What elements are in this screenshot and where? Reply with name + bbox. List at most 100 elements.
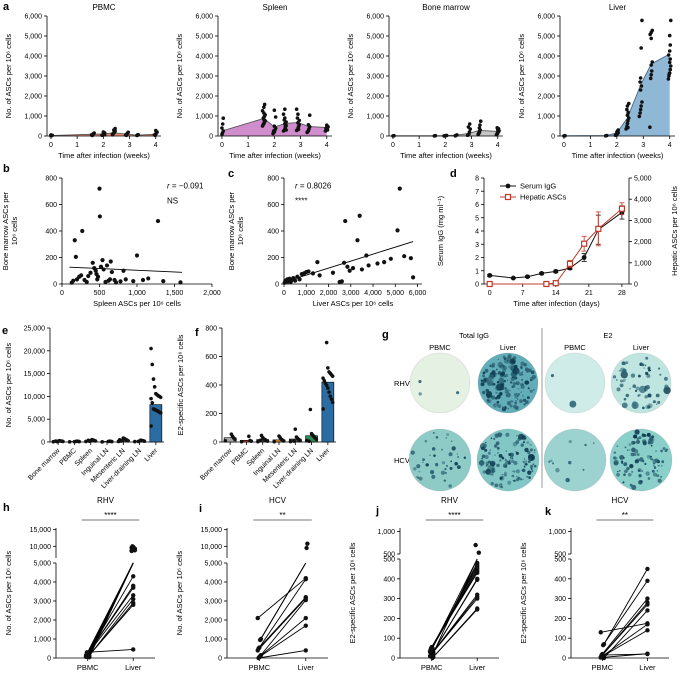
svg-text:600: 600 [45,202,57,209]
svg-text:3: 3 [470,142,474,149]
svg-text:1,000: 1,000 [366,114,384,121]
svg-text:3,000: 3,000 [634,218,652,225]
svg-text:2,000: 2,000 [634,239,652,246]
svg-text:15,000: 15,000 [30,527,52,534]
svg-text:2,000: 2,000 [537,94,555,101]
svg-text:Bone marrow: Bone marrow [422,3,470,12]
svg-text:Liver: Liver [639,663,656,672]
svg-text:2,000: 2,000 [33,618,51,625]
svg-text:4,000: 4,000 [366,54,384,61]
svg-text:0: 0 [218,656,222,663]
svg-text:1,000: 1,000 [128,290,146,297]
svg-text:25,000: 25,000 [24,326,46,333]
panel-label-d: d [450,168,457,180]
svg-text:No. of ASCs per 10⁶ cells: No. of ASCs per 10⁶ cells [4,551,13,636]
svg-text:6: 6 [475,202,479,209]
svg-text:300: 300 [554,596,566,603]
panel-a-spleen-chart: 0 1 2 3 4 0 1,000 2,000 3,000 4,000 5,000 6,000 Time… [171,0,342,168]
svg-text:No. of ASCs per 10⁶ cells: No. of ASCs per 10⁶ cells [175,34,184,119]
svg-text:HCV: HCV [394,456,410,465]
svg-text:4: 4 [496,142,500,149]
svg-text:Liver: Liver [125,663,142,672]
chart-svg-c: 0 1,000 2,000 3,000 4,000 5,000 6,000 0 200 400 60… [227,176,426,309]
svg-text:10,000: 10,000 [30,544,52,551]
svg-text:100: 100 [554,636,566,643]
svg-text:No. of ASCs per 10⁶ cells: No. of ASCs per 10⁶ cells [175,551,184,636]
svg-text:Time after infection (weeks): Time after infection (weeks) [229,151,321,160]
svg-text:NS: NS [167,196,178,205]
svg-text:1: 1 [417,142,421,149]
svg-text:r = −0.091: r = −0.091 [167,182,204,191]
svg-text:1: 1 [475,268,479,275]
svg-text:2: 2 [475,255,479,262]
svg-text:1,000: 1,000 [548,529,566,536]
svg-text:2: 2 [101,142,105,149]
svg-text:3,000: 3,000 [537,74,555,81]
svg-text:Serum IgG (mg ml⁻¹): Serum IgG (mg ml⁻¹) [436,195,445,266]
svg-text:No. of ASCs per 10⁶ cells: No. of ASCs per 10⁶ cells [517,34,526,119]
svg-text:6,000: 6,000 [24,14,42,21]
panel-b-scatter-chart: 0 500 1,000 1,500 2,000 0 200 400 600 800 Spleen A… [0,168,226,314]
svg-text:3,000: 3,000 [33,599,51,606]
svg-text:1,000: 1,000 [634,260,652,267]
svg-text:2: 2 [272,142,276,149]
svg-text:6,000: 6,000 [195,14,213,21]
panel-label-b: b [3,163,10,175]
svg-text:4,000: 4,000 [195,54,213,61]
svg-text:100: 100 [383,636,395,643]
svg-text:3: 3 [641,142,645,149]
svg-text:600: 600 [205,354,217,361]
svg-text:E2-specific ASCs per 10⁶ cells: E2-specific ASCs per 10⁶ cells [176,334,185,435]
svg-text:4: 4 [668,142,672,149]
svg-text:800: 800 [205,326,217,333]
svg-text:1: 1 [588,142,592,149]
svg-text:0: 0 [551,134,555,141]
svg-text:4,000: 4,000 [204,580,222,587]
svg-text:No. of ASCs per 10⁶ cells: No. of ASCs per 10⁶ cells [4,343,13,428]
svg-text:500: 500 [383,557,395,564]
svg-text:400: 400 [205,383,217,390]
svg-text:5,000: 5,000 [634,176,652,183]
panel-label-g: g [382,329,389,341]
panel-j-paired-chart: 0 100 200 300 400 500 500 1,000 E2-specific ASCs… [344,492,515,684]
svg-text:1,000: 1,000 [33,637,51,644]
panel-label-f: f [195,327,199,339]
svg-text:28: 28 [618,290,626,297]
svg-text:Total IgG: Total IgG [459,331,489,340]
svg-text:Bone marrow: Bone marrow [27,447,62,482]
panel-label-e: e [2,325,9,337]
svg-text:0: 0 [488,290,492,297]
svg-text:0: 0 [47,656,51,663]
svg-text:Liver ASCs per 10⁶ cells: Liver ASCs per 10⁶ cells [313,299,394,308]
svg-text:Liver: Liver [500,343,517,352]
svg-text:0: 0 [60,290,64,297]
svg-text:4,000: 4,000 [634,197,652,204]
svg-text:4: 4 [475,229,479,236]
panel-k-paired-chart: 0 100 200 300 400 500 500 1,000 E2-specific ASCs… [515,492,685,684]
svg-text:0: 0 [275,282,279,289]
svg-text:Bone marrow ASCs per: Bone marrow ASCs per [1,191,10,270]
svg-text:15,000: 15,000 [24,371,46,378]
panel-label-k: k [545,506,552,518]
svg-text:Liver: Liver [469,663,486,672]
svg-text:5,000: 5,000 [27,417,45,424]
svg-text:7: 7 [521,290,525,297]
svg-text:Liver: Liver [316,447,332,463]
panel-d-dual-axis-chart: 0 7 14 21 28 0 1 2 3 4 5 6 7 8 Time after infection (d… [432,168,685,314]
svg-text:****: **** [104,511,116,520]
svg-text:PBMC: PBMC [564,343,586,352]
svg-text:Spleen: Spleen [263,3,288,12]
svg-text:0: 0 [475,282,479,289]
svg-text:1,000: 1,000 [377,529,395,536]
svg-text:1,500: 1,500 [166,290,184,297]
svg-text:500: 500 [383,552,395,559]
svg-text:0: 0 [49,142,53,149]
svg-text:10⁶ cells: 10⁶ cells [10,216,19,245]
svg-text:HCV: HCV [269,496,287,505]
chart-svg-b: 0 500 1,000 1,500 2,000 0 200 400 600 800 Spleen A… [1,176,221,309]
svg-text:RHV: RHV [97,496,115,505]
svg-text:6,000: 6,000 [366,14,384,21]
svg-text:4,000: 4,000 [33,580,51,587]
svg-text:5,000: 5,000 [33,561,51,568]
